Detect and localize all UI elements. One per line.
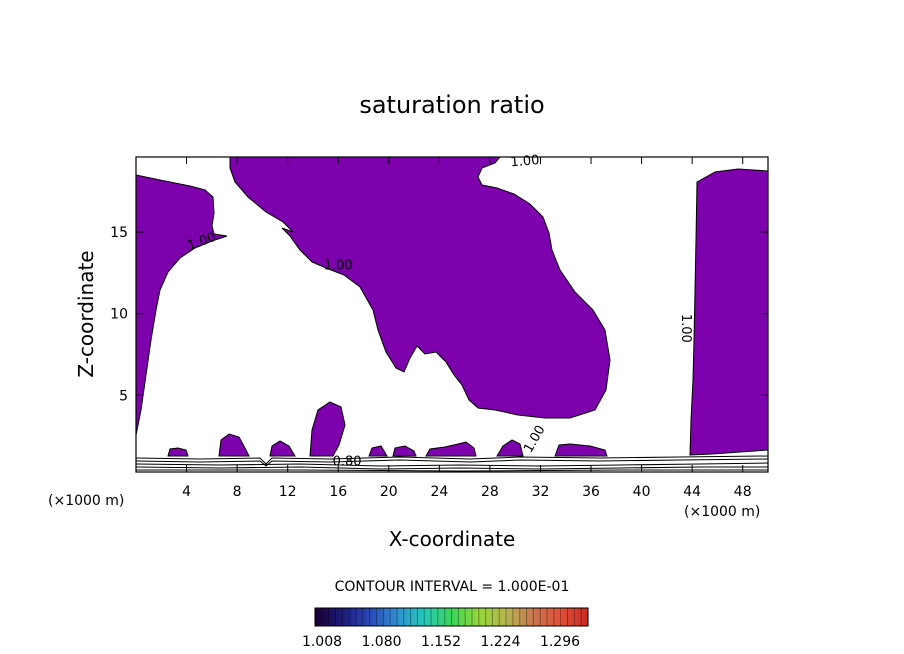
region-center [229, 157, 611, 419]
x-tick-label: 16 [329, 484, 347, 500]
region-blob-8 [496, 439, 524, 457]
colorbar-tick-label: 1.080 [361, 634, 401, 650]
region-blob-7 [425, 441, 477, 457]
x-unit-right: (×1000 m) [684, 504, 760, 520]
x-tick-label: 4 [182, 484, 191, 500]
colorbar-stripes [321, 608, 582, 626]
region-blob-1 [167, 447, 189, 457]
y-axis-label: Z-coordinate [74, 250, 98, 377]
x-tick-label: 8 [233, 484, 242, 500]
x-tick-label: 48 [734, 484, 752, 500]
contour-label: 1.00 [324, 259, 353, 274]
region-blob-4 [309, 401, 346, 457]
ground-contours [136, 455, 768, 472]
y-tick-label: 5 [119, 388, 128, 404]
chart-title: saturation ratio [359, 91, 544, 119]
plot-frame [135, 156, 769, 473]
region-right [689, 168, 768, 456]
colorbar-frame [314, 607, 589, 627]
colorbar-tick-label: 1.296 [540, 634, 580, 650]
colorbar: 1.008 1.080 1.152 1.224 1.296 [302, 607, 589, 650]
contour-label: 1.00 [510, 153, 540, 170]
x-tick-label: 44 [683, 484, 701, 500]
region-blob-3 [269, 440, 296, 457]
contour-label: 1.00 [678, 314, 693, 343]
x-axis-label: X-coordinate [389, 527, 516, 551]
contour-interval-text: CONTOUR INTERVAL = 1.000E-01 [335, 579, 570, 595]
x-tick-label: 32 [532, 484, 550, 500]
region-blob-5 [368, 445, 388, 457]
colorbar-tick-label: 1.152 [421, 634, 461, 650]
y-tick-label: 15 [110, 225, 128, 241]
colorbar-gradient [315, 608, 588, 626]
colorbar-tick-label: 1.008 [302, 634, 342, 650]
x-tick-label: 20 [380, 484, 398, 500]
region-blob-9 [554, 443, 608, 457]
x-tick-label: 36 [582, 484, 600, 500]
x-tick-label: 24 [430, 484, 448, 500]
colorbar-tick-label: 1.224 [480, 634, 520, 650]
region-blob-2 [218, 433, 250, 457]
region-blob-6 [392, 445, 417, 457]
x-tick-label: 28 [481, 484, 499, 500]
y-tick-label: 10 [110, 307, 128, 323]
plot-area [136, 157, 768, 472]
region-left [136, 174, 228, 436]
contour-label: 1.00 [521, 423, 548, 456]
x-unit-left: (×1000 m) [48, 493, 124, 509]
x-tick-label: 40 [633, 484, 651, 500]
x-tick-label: 12 [279, 484, 297, 500]
x-axis: 4 8 12 16 20 24 28 32 36 40 44 48 [182, 157, 752, 500]
contour-label: 0.80 [333, 454, 362, 469]
colorbar-ticks: 1.008 1.080 1.152 1.224 1.296 [302, 634, 580, 650]
y-axis: 5 10 15 [110, 225, 768, 404]
